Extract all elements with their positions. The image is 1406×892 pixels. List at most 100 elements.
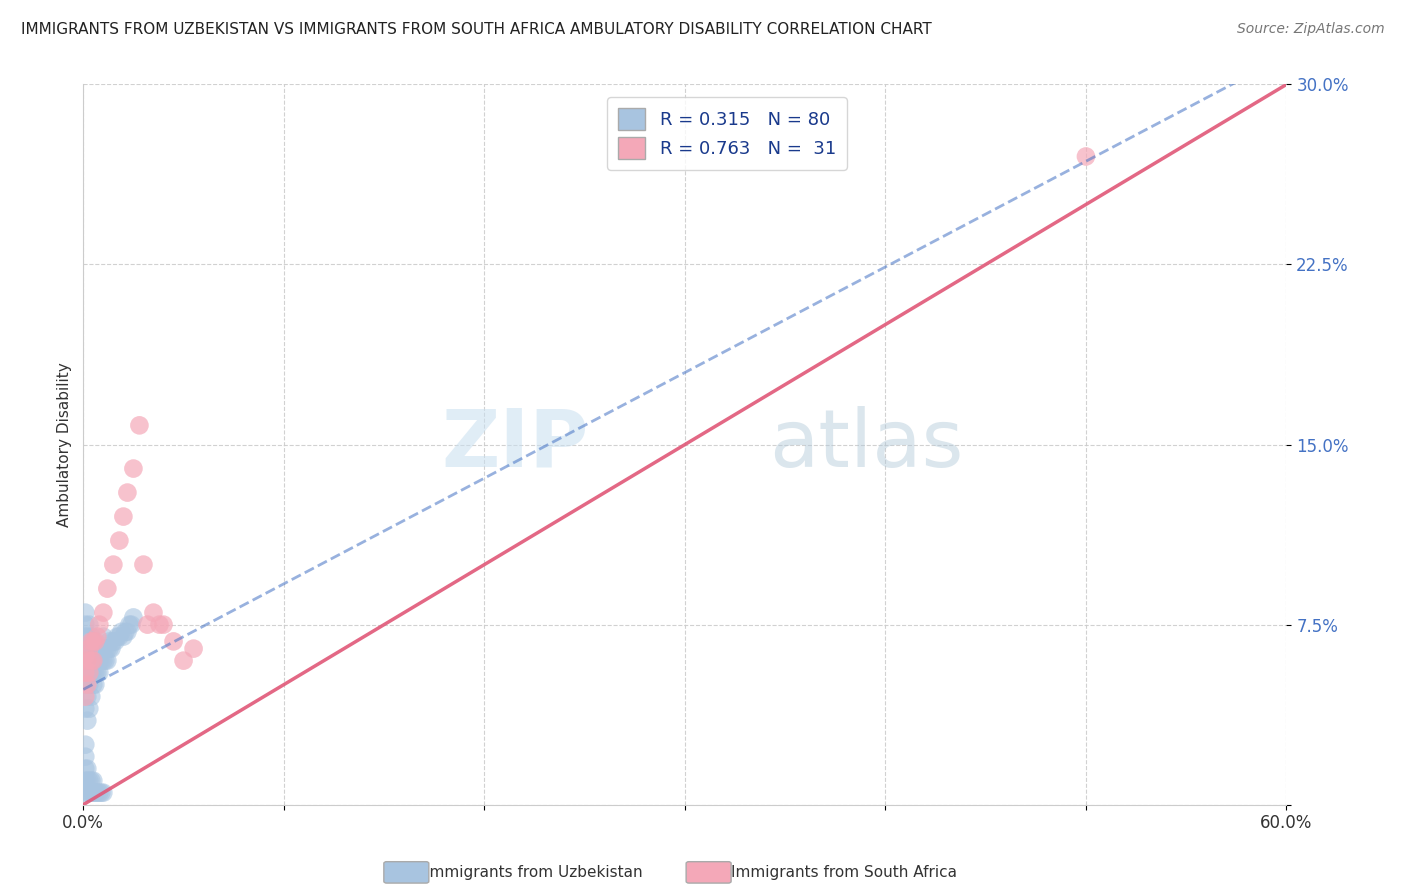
Y-axis label: Ambulatory Disability: Ambulatory Disability: [58, 362, 72, 527]
Point: [80, 634, 103, 648]
Point: [94, 641, 117, 656]
Point: [86, 641, 108, 656]
Point: [75, 762, 97, 776]
Point: [98, 641, 121, 656]
Point: [148, 617, 170, 632]
Point: [110, 624, 132, 639]
Point: [80, 690, 103, 704]
Text: Immigrants from South Africa: Immigrants from South Africa: [731, 865, 956, 880]
Point: [122, 461, 145, 475]
Text: ZIP: ZIP: [441, 406, 589, 483]
Point: [1074, 149, 1097, 163]
Point: [80, 773, 103, 788]
Point: [75, 665, 97, 680]
Point: [79, 665, 101, 680]
Point: [86, 654, 108, 668]
Point: [79, 641, 101, 656]
Point: [90, 654, 112, 668]
Point: [76, 714, 98, 728]
Point: [82, 641, 104, 656]
Point: [104, 634, 127, 648]
Point: [75, 738, 97, 752]
Point: [98, 634, 121, 648]
Point: [76, 678, 98, 692]
Point: [79, 773, 101, 788]
Point: [93, 641, 115, 656]
Point: [80, 630, 103, 644]
Point: [75, 749, 97, 764]
Point: [84, 786, 107, 800]
Point: [108, 533, 131, 548]
Point: [86, 786, 108, 800]
Point: [75, 690, 97, 704]
Point: [75, 617, 97, 632]
Point: [80, 654, 103, 668]
Point: [93, 606, 115, 620]
Point: [75, 786, 97, 800]
Point: [183, 641, 205, 656]
Point: [89, 617, 111, 632]
Point: [132, 558, 155, 572]
Point: [89, 641, 111, 656]
Point: [112, 509, 135, 524]
Text: Source: ZipAtlas.com: Source: ZipAtlas.com: [1237, 22, 1385, 37]
Point: [82, 678, 104, 692]
Point: [93, 786, 115, 800]
Point: [76, 654, 98, 668]
Point: [76, 773, 98, 788]
Point: [75, 630, 97, 644]
Point: [84, 665, 107, 680]
Point: [117, 624, 139, 639]
Point: [84, 634, 107, 648]
Point: [75, 641, 97, 656]
Point: [80, 641, 103, 656]
Point: [80, 654, 103, 668]
Point: [89, 665, 111, 680]
Point: [89, 654, 111, 668]
Point: [79, 654, 101, 668]
Point: [75, 773, 97, 788]
Point: [76, 641, 98, 656]
Point: [75, 654, 97, 668]
Point: [108, 630, 131, 644]
Point: [76, 690, 98, 704]
Point: [82, 654, 104, 668]
Point: [103, 634, 125, 648]
Point: [89, 786, 111, 800]
Text: IMMIGRANTS FROM UZBEKISTAN VS IMMIGRANTS FROM SOUTH AFRICA AMBULATORY DISABILITY: IMMIGRANTS FROM UZBEKISTAN VS IMMIGRANTS…: [21, 22, 932, 37]
Point: [162, 634, 184, 648]
Point: [76, 654, 98, 668]
Point: [79, 641, 101, 656]
Point: [84, 641, 107, 656]
Point: [93, 630, 115, 644]
Point: [96, 641, 118, 656]
Point: [79, 786, 101, 800]
Point: [142, 606, 165, 620]
Point: [84, 654, 107, 668]
Point: [82, 634, 104, 648]
Point: [93, 654, 115, 668]
Point: [86, 630, 108, 644]
Point: [76, 665, 98, 680]
Legend: R = 0.315   N = 80, R = 0.763   N =  31: R = 0.315 N = 80, R = 0.763 N = 31: [607, 97, 846, 170]
Point: [75, 678, 97, 692]
Point: [84, 678, 107, 692]
Point: [82, 654, 104, 668]
Point: [90, 786, 112, 800]
Point: [118, 617, 141, 632]
Point: [76, 630, 98, 644]
Point: [96, 654, 118, 668]
Point: [75, 701, 97, 715]
Point: [105, 630, 128, 644]
Point: [80, 786, 103, 800]
Point: [86, 665, 108, 680]
Point: [82, 665, 104, 680]
Point: [82, 786, 104, 800]
Point: [120, 617, 142, 632]
Point: [94, 654, 117, 668]
Point: [128, 418, 150, 433]
Point: [114, 624, 136, 639]
Point: [90, 641, 112, 656]
Point: [152, 617, 174, 632]
Point: [75, 606, 97, 620]
